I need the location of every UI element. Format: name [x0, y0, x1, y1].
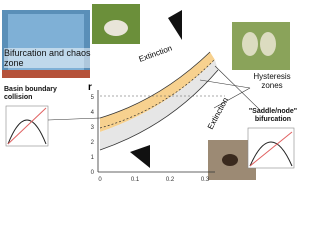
x-tick-label: 0 [98, 177, 102, 183]
bifurcation-label: Bifurcation and chaos zone [4, 48, 94, 68]
y-tick-label: 4 [91, 110, 95, 116]
photo-insect-body [104, 20, 128, 36]
arrow [47, 117, 101, 121]
arrow [213, 87, 251, 109]
grey-band [100, 60, 218, 150]
egg [242, 32, 258, 56]
diagram: r Extinction Extinction 0 1 2 3 4 5 0 0.1 0.2 0.3 [2, 4, 295, 183]
lower-curve [99, 69, 219, 151]
axis-label: r [88, 82, 92, 93]
extinction-label: Extinction [206, 96, 230, 131]
x-tick-label: 0.3 [201, 177, 210, 183]
hysteresis-band [100, 52, 215, 132]
inset-curve [249, 141, 293, 167]
arrow [214, 65, 261, 111]
egg [260, 32, 276, 56]
figure: r Extinction Extinction 0 1 2 3 4 5 0 0.1 0.2 0.3… [2, 4, 298, 183]
extinction-label: Extinction [138, 44, 174, 64]
basin-label: Basin boundary collision [4, 86, 57, 101]
bifurcation-fan [168, 10, 182, 40]
x-tick-label: 0.1 [131, 177, 140, 183]
y-tick-label: 1 [91, 155, 95, 161]
photo-house-base [2, 70, 90, 78]
upper-curve [99, 51, 211, 119]
y-tick-label: 5 [91, 95, 95, 101]
x-tick-label: 0.2 [166, 177, 175, 183]
y-tick-label: 0 [91, 170, 95, 176]
y-tick-label: 3 [91, 125, 95, 131]
arrow [199, 79, 251, 89]
inset-line [249, 131, 293, 167]
y-tick-label: 2 [91, 140, 95, 146]
spider-body [222, 154, 238, 166]
inset-curve [7, 119, 47, 145]
hysteresis-label: Hysteresis zones [253, 72, 291, 90]
saddle-label: "Saddle/node" bifurcation [248, 108, 298, 123]
inset-line [7, 107, 47, 145]
bifurcation-fan [130, 145, 150, 168]
